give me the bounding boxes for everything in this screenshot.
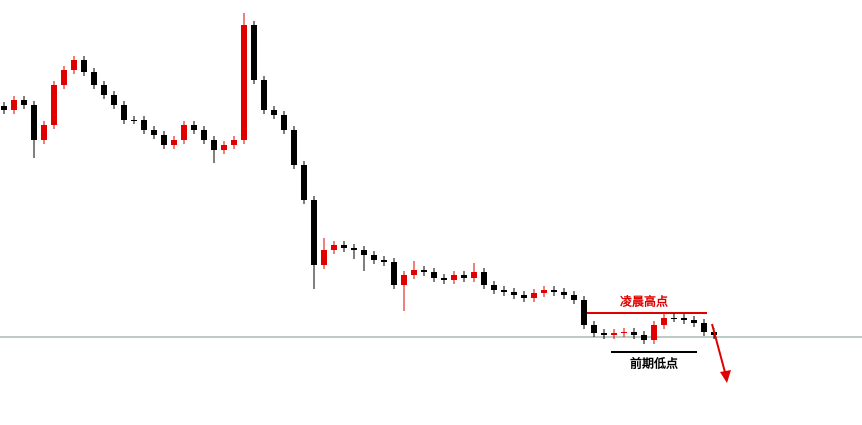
annotation-label: 凌晨高点 bbox=[620, 294, 668, 309]
annotation-label: 前期低点 bbox=[630, 356, 678, 371]
trend-arrow bbox=[711, 323, 727, 377]
arrow-head bbox=[720, 370, 731, 383]
